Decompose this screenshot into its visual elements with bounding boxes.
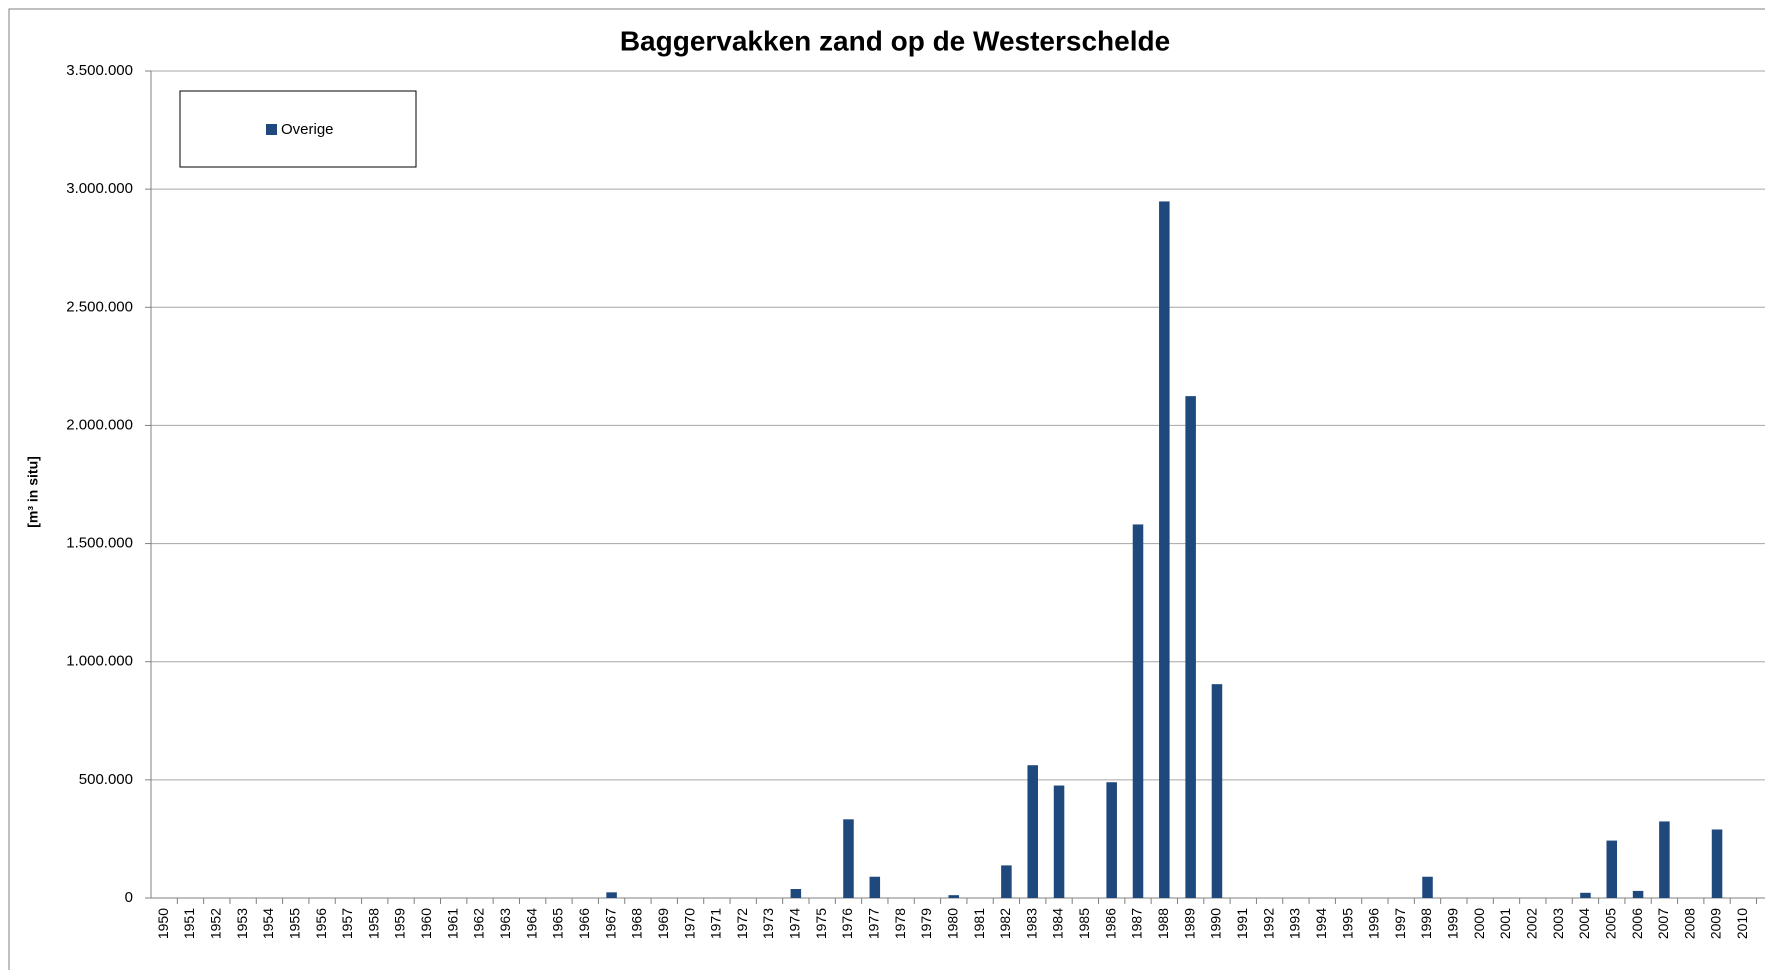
x-tick-label: 1985 bbox=[1076, 908, 1092, 939]
x-tick-label: 2007 bbox=[1655, 908, 1671, 939]
bar bbox=[1106, 782, 1117, 898]
x-tick-label: 1958 bbox=[365, 908, 381, 939]
x-tick-label: 1997 bbox=[1392, 908, 1408, 939]
x-tick-label: 1960 bbox=[418, 908, 434, 939]
x-tick-label: 1988 bbox=[1155, 908, 1171, 939]
x-tick-label: 2005 bbox=[1602, 908, 1618, 939]
bar bbox=[790, 889, 802, 898]
chart-title: Baggervakken zand op de Westerschelde bbox=[620, 25, 1170, 56]
x-tick-label: 1998 bbox=[1418, 908, 1434, 939]
x-tick-label: 1986 bbox=[1102, 908, 1118, 939]
bar bbox=[1027, 765, 1038, 898]
bar bbox=[869, 876, 881, 898]
x-tick-label: 1955 bbox=[286, 908, 302, 939]
x-tick-label: 1978 bbox=[892, 908, 908, 939]
x-tick-label: 2001 bbox=[1497, 908, 1513, 939]
x-tick-label: 1961 bbox=[444, 908, 460, 939]
x-tick-label: 1979 bbox=[918, 908, 934, 939]
x-tick-label: 1977 bbox=[866, 908, 882, 939]
bar bbox=[1711, 829, 1723, 898]
y-tick-label: 3.000.000 bbox=[66, 180, 133, 197]
bar bbox=[1632, 890, 1644, 898]
x-tick-label: 1993 bbox=[1287, 908, 1303, 939]
x-tick-label: 1973 bbox=[760, 908, 776, 939]
x-tick-label: 1992 bbox=[1260, 908, 1276, 939]
bar bbox=[1606, 840, 1618, 898]
x-tick-label: 1956 bbox=[313, 908, 329, 939]
bar bbox=[1211, 684, 1223, 898]
chart-frame bbox=[8, 8, 1765, 975]
x-tick-label: 1952 bbox=[208, 908, 224, 939]
x-tick-label: 1954 bbox=[260, 908, 276, 939]
x-tick-label: 2003 bbox=[1550, 908, 1566, 939]
bar bbox=[1053, 785, 1065, 898]
x-tick-label: 1994 bbox=[1313, 908, 1329, 939]
y-tick-label: 1.000.000 bbox=[66, 653, 133, 670]
x-tick-label: 1962 bbox=[471, 908, 487, 939]
y-tick-label: 2.500.000 bbox=[66, 298, 133, 315]
legend-label: Overige bbox=[281, 121, 334, 138]
bar bbox=[1659, 821, 1670, 898]
x-tick-label: 1971 bbox=[708, 908, 724, 939]
x-tick-label: 1951 bbox=[181, 908, 197, 939]
x-tick-label: 1970 bbox=[681, 908, 697, 939]
x-tick-label: 1957 bbox=[339, 908, 355, 939]
y-tick-label: 2.000.000 bbox=[66, 416, 133, 433]
x-tick-label: 1999 bbox=[1445, 908, 1461, 939]
x-tick-label: 2006 bbox=[1629, 908, 1645, 939]
x-tick-label: 1995 bbox=[1339, 908, 1355, 939]
x-tick-label: 1950 bbox=[155, 908, 171, 939]
x-tick-label: 1972 bbox=[734, 908, 750, 939]
x-tick-label: 1969 bbox=[655, 908, 671, 939]
y-tick-label: 500.000 bbox=[79, 771, 133, 788]
legend-box bbox=[179, 90, 417, 168]
bar bbox=[843, 819, 854, 898]
bar bbox=[1001, 865, 1012, 898]
bar bbox=[948, 895, 960, 898]
x-tick-label: 1975 bbox=[813, 908, 829, 939]
bar bbox=[1159, 201, 1170, 899]
x-tick-label: 1964 bbox=[523, 908, 539, 939]
x-tick-label: 2009 bbox=[1708, 908, 1724, 939]
x-tick-label: 1974 bbox=[787, 908, 803, 939]
bar bbox=[1185, 396, 1196, 898]
x-tick-label: 2008 bbox=[1681, 908, 1697, 939]
x-tick-label: 1990 bbox=[1208, 908, 1224, 939]
x-tick-label: 1980 bbox=[944, 908, 960, 939]
x-tick-label: 1968 bbox=[629, 908, 645, 939]
x-tick-label: 1967 bbox=[602, 908, 618, 939]
x-tick-label: 2002 bbox=[1524, 908, 1540, 939]
x-tick-label: 1982 bbox=[997, 908, 1013, 939]
x-tick-label: 1959 bbox=[392, 908, 408, 939]
x-tick-label: 1996 bbox=[1366, 908, 1382, 939]
x-tick-label: 1981 bbox=[971, 908, 987, 939]
y-axis-label: [m³ in situ] bbox=[25, 456, 41, 528]
y-tick-label: 3.500.000 bbox=[66, 62, 133, 79]
y-tick-label: 0 bbox=[125, 889, 133, 906]
x-tick-label: 1989 bbox=[1181, 908, 1197, 939]
x-tick-label: 1963 bbox=[497, 908, 513, 939]
x-tick-label: 1987 bbox=[1129, 908, 1145, 939]
x-tick-label: 2010 bbox=[1734, 908, 1750, 939]
x-tick-label: 1983 bbox=[1023, 908, 1039, 939]
bar bbox=[1580, 892, 1591, 898]
x-tick-label: 1984 bbox=[1050, 908, 1066, 939]
y-tick-label: 1.500.000 bbox=[66, 535, 133, 552]
x-tick-label: 1991 bbox=[1234, 908, 1250, 939]
bar bbox=[1422, 876, 1433, 898]
x-tick-label: 2004 bbox=[1576, 908, 1592, 939]
bar bbox=[606, 892, 617, 898]
x-tick-label: 1965 bbox=[550, 908, 566, 939]
x-tick-label: 1953 bbox=[234, 908, 250, 939]
legend-swatch bbox=[266, 124, 277, 135]
x-tick-label: 1966 bbox=[576, 908, 592, 939]
bar bbox=[1132, 524, 1144, 898]
x-tick-label: 1976 bbox=[839, 908, 855, 939]
x-tick-label: 2000 bbox=[1471, 908, 1487, 939]
